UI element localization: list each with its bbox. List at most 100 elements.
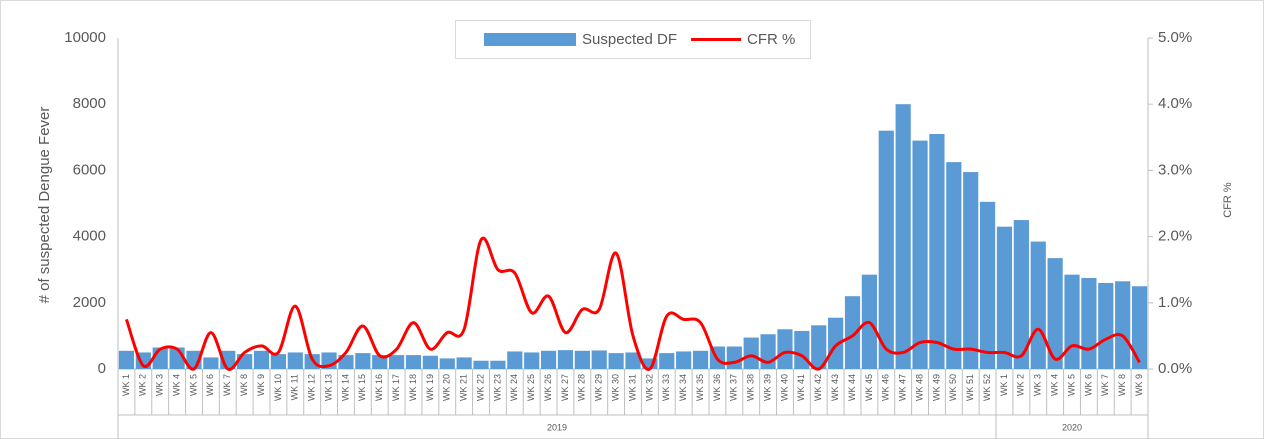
bar [963,172,979,369]
x-tick-label: WK 29 [594,374,604,401]
bar [692,350,709,369]
bar [355,353,371,369]
bar [844,296,861,369]
bar [929,133,945,369]
x-tick-label: WK 45 [864,374,874,401]
x-tick-label: WK 26 [543,374,553,401]
x-tick-label: WK 16 [374,374,384,401]
bar [422,355,438,369]
x-tick-label: WK 6 [1083,374,1093,396]
y-tick-label: 0 [98,360,106,377]
legend-label: CFR % [747,31,795,48]
bar [1047,258,1063,369]
x-tick-label: WK 5 [1066,374,1076,396]
x-tick-label: WK 18 [408,374,418,401]
y-tick-label: 6000 [73,161,106,178]
x-tick-label: WK 52 [982,374,992,401]
x-tick-label: WK 51 [965,374,975,401]
bar [1081,277,1097,369]
bar [828,317,844,369]
x-tick-label: WK 21 [459,374,469,401]
y2-tick-label: 5.0% [1158,29,1192,46]
x-tick-label: WK 4 [1050,374,1060,396]
legend-swatch [484,33,576,46]
x-tick-label: WK 39 [762,374,772,401]
bar [726,346,742,369]
x-tick-label: WK 40 [779,374,789,401]
x-tick-label: WK 9 [1134,374,1144,396]
legend-label: Suspected DF [582,31,677,48]
x-tick-label: WK 28 [577,374,587,401]
cfr-line [125,236,1141,371]
x-tick-label: WK 19 [425,374,435,401]
bar [946,162,962,369]
x-tick-label: WK 33 [661,374,671,401]
y2-tick-label: 1.0% [1158,294,1192,311]
x-tick-label: WK 9 [256,374,266,396]
x-tick-label: WK 47 [898,374,908,401]
x-tick-label: WK 13 [323,374,333,401]
bar [1013,220,1029,369]
bar [979,201,996,369]
bar [608,353,624,369]
bar [203,357,219,369]
x-tick-label: WK 46 [881,374,891,401]
bar [287,352,303,369]
y-tick-label: 2000 [73,294,106,311]
bar [490,360,506,369]
x-tick-label: WK 22 [475,374,485,401]
x-tick-label: WK 15 [357,374,367,401]
bar [878,130,894,369]
bar [253,350,270,369]
x-tick-label: WK 7 [1100,374,1110,396]
x-tick-label: WK 50 [948,374,958,401]
x-tick-label: WK 1 [999,374,1009,396]
x-tick-label: WK 38 [746,374,756,401]
x-tick-label: WK 25 [526,374,536,401]
bar [794,330,810,369]
bar [1131,286,1148,369]
x-tick-label: WK 12 [307,374,317,401]
x-tick-label: WK 11 [290,374,300,400]
bar [1030,241,1046,369]
y2-tick-label: 0.0% [1158,360,1192,377]
x-tick-label: WK 43 [830,374,840,401]
x-tick-label: WK 8 [1117,374,1127,396]
x-tick-label: WK 10 [273,374,283,401]
y2-tick-label: 4.0% [1158,95,1192,112]
x-tick-label: WK 17 [391,374,401,401]
y2-tick-label: 2.0% [1158,228,1192,245]
bar [912,140,928,369]
bar [895,104,911,369]
x-tick-label: WK 7 [222,374,232,396]
y-axis-label: # of suspected Dengue Fever [36,107,53,304]
bar [456,357,472,369]
bar [591,350,607,369]
bar [557,350,574,369]
x-tick-label: WK 27 [560,374,570,401]
bar [507,351,523,369]
bar [524,352,540,369]
x-tick-label: WK 34 [678,374,688,401]
group-label: 2020 [1062,422,1082,432]
x-tick-label: WK 3 [155,374,165,396]
bar [642,358,658,369]
bar [811,325,827,369]
x-tick-label: WK 48 [914,374,924,401]
x-tick-label: WK 49 [931,374,941,401]
x-tick-label: WK 42 [813,374,823,401]
x-tick-label: WK 8 [239,374,249,396]
bar [777,329,793,369]
bar [540,350,557,369]
bar [118,350,135,369]
y-tick-label: 4000 [73,228,106,245]
y2-tick-label: 3.0% [1158,161,1192,178]
x-tick-label: WK 5 [188,374,198,396]
group-label: 2019 [547,422,567,432]
bar [389,355,405,369]
bar [439,358,455,369]
x-tick-label: WK 30 [610,374,620,401]
x-tick-label: WK 2 [1016,374,1026,396]
